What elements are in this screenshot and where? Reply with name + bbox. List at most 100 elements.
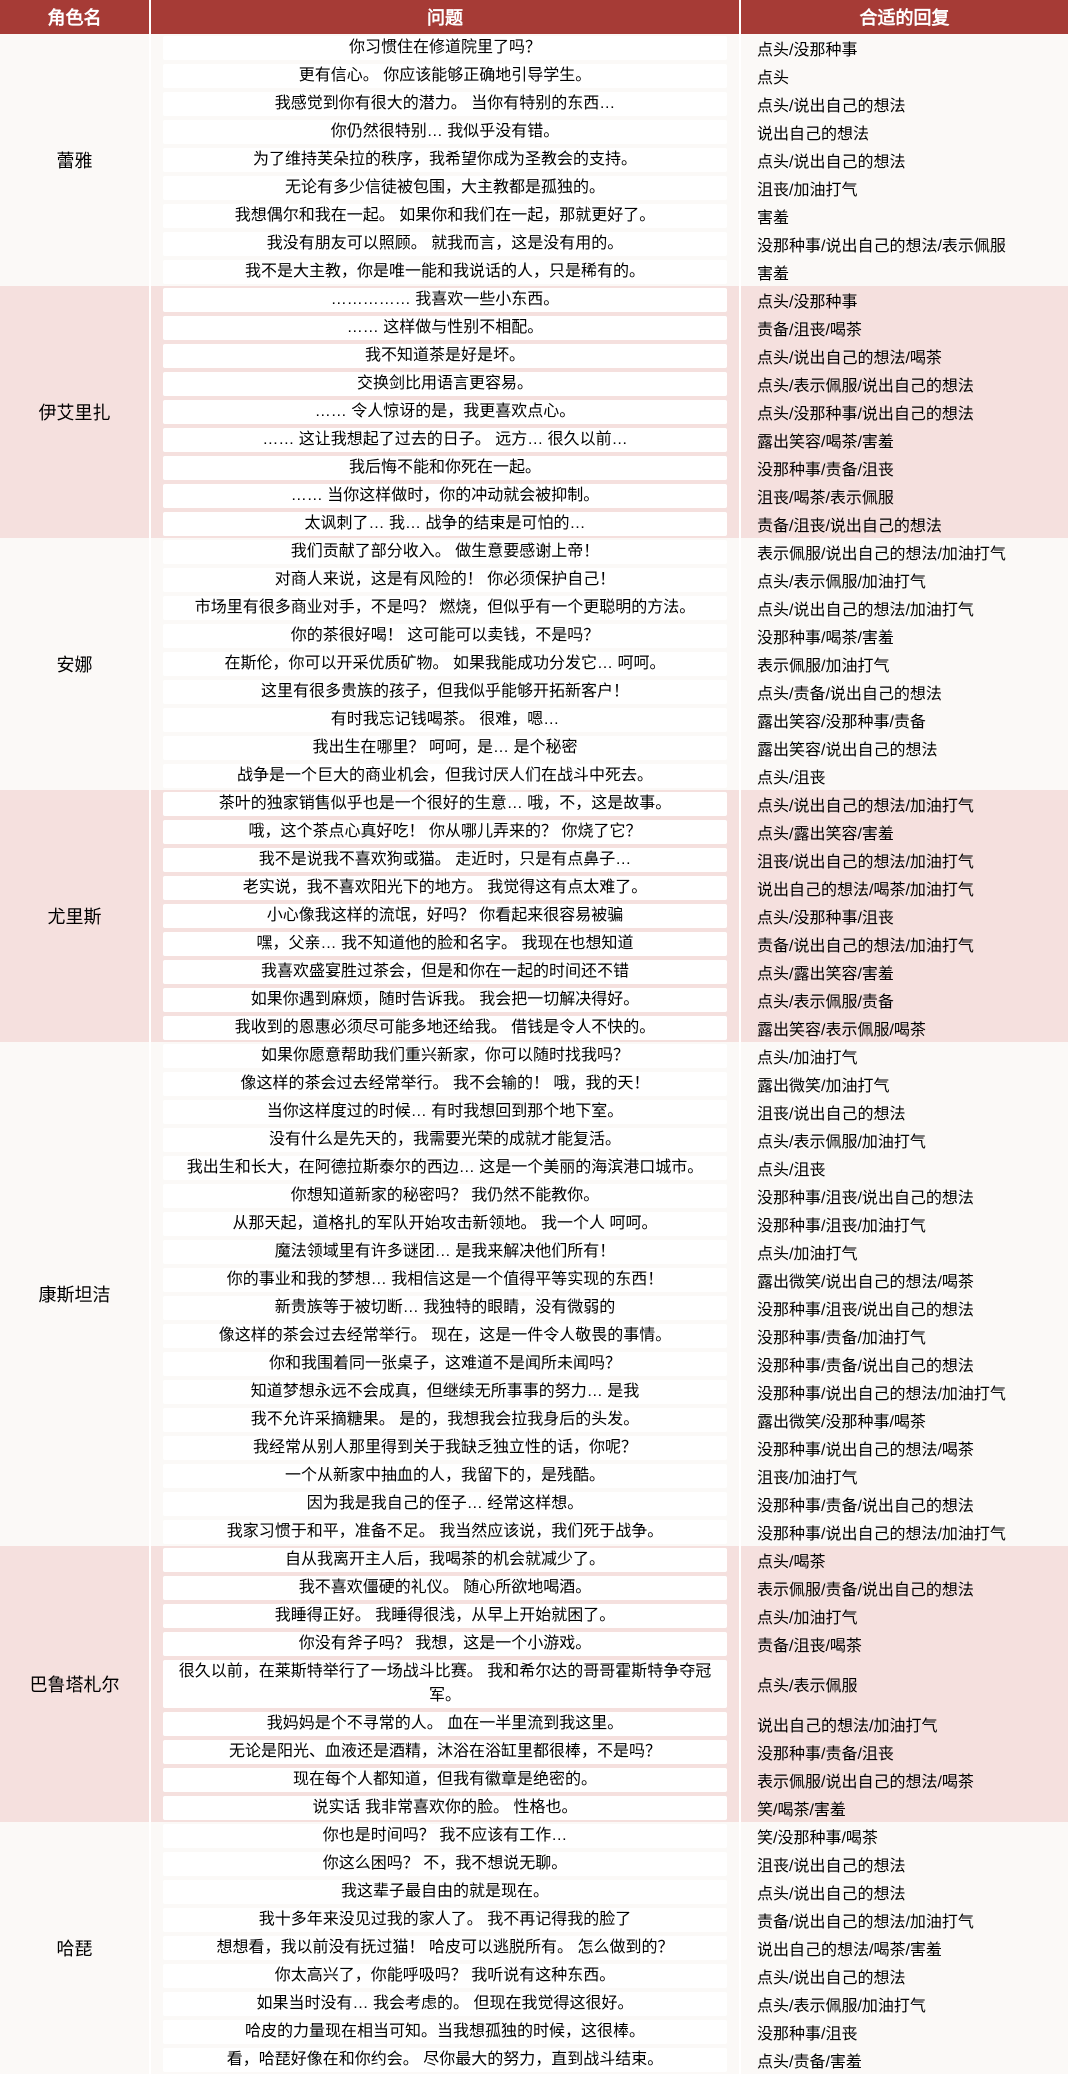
question-text: …… 这样做与性别不相配。 [163,316,727,340]
question-text: 想想看，我以前没有抚过猫！ 哈皮可以逃脱所有。 怎么做到的？ [163,1936,727,1960]
character-name: 巴鲁塔札尔 [0,1546,150,1822]
question-cell: 市场里有很多商业对手，不是吗？ 燃烧，但似乎有一个更聪明的方法。 [150,594,740,622]
answer-cell: 点头/加油打气 [740,1238,1068,1266]
question-cell: 你想知道新家的秘密吗？ 我仍然不能教你。 [150,1182,740,1210]
answer-cell: 责备/沮丧/喝茶 [740,314,1068,342]
table-row: 嘿，父亲… 我不知道他的脸和名字。 我现在也想知道责备/说出自己的想法/加油打气 [0,930,1068,958]
question-cell: …… 这让我想起了过去的日子。 远方… 很久以前… [150,426,740,454]
answer-cell: 没那种事/责备/沮丧 [740,1738,1068,1766]
question-cell: 交换剑比用语言更容易。 [150,370,740,398]
question-cell: 从那天起，道格扎的军队开始攻击新领地。 我一个人 呵呵。 [150,1210,740,1238]
answer-cell: 点头/加油打气 [740,1042,1068,1070]
question-cell: 很久以前，在莱斯特举行了一场战斗比赛。 我和希尔达的哥哥霍斯特争夺冠军。 [150,1658,740,1710]
table-row: 我喜欢盛宴胜过茶会，但是和你在一起的时间还不错点头/露出笑容/害羞 [0,958,1068,986]
question-cell: 我喜欢盛宴胜过茶会，但是和你在一起的时间还不错 [150,958,740,986]
table-row: 我出生和长大，在阿德拉斯泰尔的西边… 这是一个美丽的海滨港口城市。点头/沮丧 [0,1154,1068,1182]
answer-cell: 表示佩服/说出自己的想法/加油打气 [740,538,1068,566]
answer-cell: 没那种事/责备/加油打气 [740,1322,1068,1350]
question-text: 说实话 我非常喜欢你的脸。 性格也。 [163,1796,727,1820]
answer-cell: 点头/责备/说出自己的想法 [740,678,1068,706]
question-text: 市场里有很多商业对手，不是吗？ 燃烧，但似乎有一个更聪明的方法。 [163,596,727,620]
question-cell: 像这样的茶会过去经常举行。 我不会输的！ 哦，我的天！ [150,1070,740,1098]
table-row: 我十多年来没见过我的家人了。 我不再记得我的脸了责备/说出自己的想法/加油打气 [0,1906,1068,1934]
table-row: 我不是大主教，你是唯一能和我说话的人，只是稀有的。害羞 [0,258,1068,286]
table-row: 你太高兴了，你能呼吸吗？ 我听说有这种东西。点头/说出自己的想法 [0,1962,1068,1990]
table-row: 蕾雅你习惯住在修道院里了吗？点头/没那种事 [0,34,1068,62]
character-name: 伊艾里扎 [0,286,150,538]
question-cell: 我感觉到你有很大的潜力。 当你有特别的东西… [150,90,740,118]
question-cell: 战争是一个巨大的商业机会，但我讨厌人们在战斗中死去。 [150,762,740,790]
table-row: 无论是阳光、血液还是酒精，沐浴在浴缸里都很棒，不是吗？没那种事/责备/沮丧 [0,1738,1068,1766]
answer-cell: 点头/露出笑容/害羞 [740,958,1068,986]
table-row: 哦，这个茶点心真好吃！ 你从哪儿弄来的？ 你烧了它？点头/露出笑容/害羞 [0,818,1068,846]
table-row: 为了维持芙朵拉的秩序，我希望你成为圣教会的支持。点头/说出自己的想法 [0,146,1068,174]
question-text: 小心像我这样的流氓，好吗？ 你看起来很容易被骗 [163,904,727,928]
answer-cell: 露出微笑/说出自己的想法/喝茶 [740,1266,1068,1294]
question-cell: 我经常从别人那里得到关于我缺乏独立性的话，你呢？ [150,1434,740,1462]
table-row: 我这辈子最自由的就是现在。点头/说出自己的想法 [0,1878,1068,1906]
question-text: 你和我围着同一张桌子，这难道不是闻所未闻吗？ [163,1352,727,1376]
answer-cell: 没那种事/说出自己的想法/表示佩服 [740,230,1068,258]
answer-cell: 没那种事/沮丧 [740,2018,1068,2046]
answer-cell: 没那种事/责备/沮丧 [740,454,1068,482]
question-text: 很久以前，在莱斯特举行了一场战斗比赛。 我和希尔达的哥哥霍斯特争夺冠军。 [163,1660,727,1708]
question-text: 魔法领域里有许多谜团… 是我来解决他们所有！ [163,1240,727,1264]
answer-cell: 点头/表示佩服 [740,1658,1068,1710]
question-text: 我感觉到你有很大的潜力。 当你有特别的东西… [163,92,727,116]
answer-cell: 表示佩服/加油打气 [740,650,1068,678]
question-text: 哈皮的力量现在相当可知。当我想孤独的时候，这很棒。 [163,2020,727,2044]
answer-cell: 点头/表示佩服/加油打气 [740,1126,1068,1154]
question-cell: 为了维持芙朵拉的秩序，我希望你成为圣教会的支持。 [150,146,740,174]
question-text: 我收到的恩惠必须尽可能多地还给我。 借钱是令人不快的。 [163,1016,727,1040]
answer-cell: 点头/说出自己的想法 [740,90,1068,118]
question-text: 新贵族等于被切断… 我独特的眼睛，没有微弱的 [163,1296,727,1320]
question-text: 这里有很多贵族的孩子，但我似乎能够开拓新客户！ [163,680,727,704]
answer-cell: 沮丧/说出自己的想法 [740,1098,1068,1126]
answer-cell: 表示佩服/责备/说出自己的想法 [740,1574,1068,1602]
answer-cell: 点头/说出自己的想法 [740,146,1068,174]
table-row: 太讽刺了… 我… 战争的结束是可怕的…责备/沮丧/说出自己的想法 [0,510,1068,538]
question-cell: 我想偶尔和我在一起。 如果你和我们在一起，那就更好了。 [150,202,740,230]
question-cell: 哈皮的力量现在相当可知。当我想孤独的时候，这很棒。 [150,2018,740,2046]
question-cell: 自从我离开主人后，我喝茶的机会就减少了。 [150,1546,740,1574]
table-row: 当你这样度过的时候… 有时我想回到那个地下室。沮丧/说出自己的想法 [0,1098,1068,1126]
table-row: 我经常从别人那里得到关于我缺乏独立性的话，你呢？没那种事/说出自己的想法/喝茶 [0,1434,1068,1462]
question-cell: 我十多年来没见过我的家人了。 我不再记得我的脸了 [150,1906,740,1934]
answer-cell: 表示佩服/说出自己的想法/喝茶 [740,1766,1068,1794]
question-text: 你也是时间吗？ 我不应该有工作… [163,1824,727,1848]
answer-cell: 没那种事/沮丧/加油打气 [740,1210,1068,1238]
answer-cell: 说出自己的想法/喝茶/害羞 [740,1934,1068,1962]
table-row: 你这么困吗？ 不，我不想说无聊。沮丧/说出自己的想法 [0,1850,1068,1878]
question-cell: 老实说，我不喜欢阳光下的地方。 我觉得这有点太难了。 [150,874,740,902]
question-text: 我睡得正好。 我睡得很浅，从早上开始就困了。 [163,1604,727,1628]
table-row: 魔法领域里有许多谜团… 是我来解决他们所有！ 点头/加油打气 [0,1238,1068,1266]
answer-cell: 责备/沮丧/喝茶 [740,1630,1068,1658]
answer-cell: 点头/没那种事 [740,34,1068,62]
question-cell: 茶叶的独家销售似乎也是一个很好的生意… 哦，不，这是故事。 [150,790,740,818]
table-row: 像这样的茶会过去经常举行。 现在，这是一件令人敬畏的事情。没那种事/责备/加油打… [0,1322,1068,1350]
question-text: 一个从新家中抽血的人，我留下的，是残酷。 [163,1464,727,1488]
question-cell: 太讽刺了… 我… 战争的结束是可怕的… [150,510,740,538]
answer-cell: 没那种事/说出自己的想法/加油打气 [740,1518,1068,1546]
answer-cell: 没那种事/说出自己的想法/加油打气 [740,1378,1068,1406]
answer-cell: 点头/说出自己的想法/加油打气 [740,594,1068,622]
answer-cell: 没那种事/沮丧/说出自己的想法 [740,1182,1068,1210]
question-cell: 你的事业和我的梦想… 我相信这是一个值得平等实现的东西！ [150,1266,740,1294]
question-text: 你的茶很好喝！ 这可能可以卖钱，不是吗？ [163,624,727,648]
answer-cell: 害羞 [740,258,1068,286]
table-row: 安娜我们贡献了部分收入。 做生意要感谢上帝！表示佩服/说出自己的想法/加油打气 [0,538,1068,566]
question-text: 像这样的茶会过去经常举行。 我不会输的！ 哦，我的天！ [163,1072,727,1096]
question-cell: 一个从新家中抽血的人，我留下的，是残酷。 [150,1462,740,1490]
question-text: …… 令人惊讶的是，我更喜欢点心。 [163,400,727,424]
table-row: 康斯坦洁如果你愿意帮助我们重兴新家，你可以随时找我吗？点头/加油打气 [0,1042,1068,1070]
answer-cell: 露出笑容/喝茶/害羞 [740,426,1068,454]
question-cell: 对商人来说，这是有风险的！ 你必须保护自己！ [150,566,740,594]
question-text: 我不喜欢僵硬的礼仪。 随心所欲地喝酒。 [163,1576,727,1600]
question-cell: 我妈妈是个不寻常的人。 血在一半里流到我这里。 [150,1710,740,1738]
question-cell: 我不允许采摘糖果。 是的，我想我会拉我身后的头发。 [150,1406,740,1434]
answer-cell: 点头/没那种事 [740,286,1068,314]
question-text: 没有什么是先天的，我需要光荣的成就才能复活。 [163,1128,727,1152]
question-text: 像这样的茶会过去经常举行。 现在，这是一件令人敬畏的事情。 [163,1324,727,1348]
question-text: 你太高兴了，你能呼吸吗？ 我听说有这种东西。 [163,1964,727,1988]
character-name: 康斯坦洁 [0,1042,150,1546]
